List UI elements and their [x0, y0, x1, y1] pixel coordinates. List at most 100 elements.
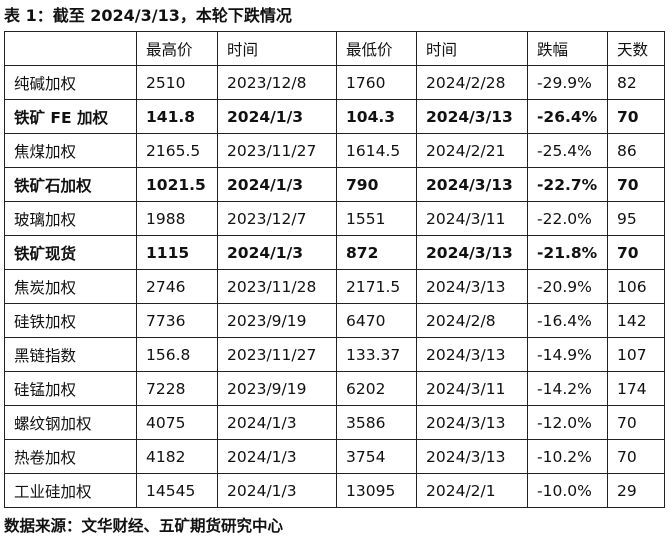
- cell-high-date: 2023/11/28: [217, 269, 337, 304]
- cell-low-date: 2024/2/21: [416, 133, 528, 168]
- cell-low: 6202: [336, 371, 417, 406]
- cell-days: 70: [607, 405, 665, 440]
- header-cell-high: 最高价: [136, 31, 218, 66]
- cell-days: 95: [607, 201, 665, 236]
- cell-name: 焦炭加权: [4, 269, 137, 304]
- cell-high: 1021.5: [136, 167, 218, 202]
- cell-high-date: 2023/11/27: [217, 337, 337, 372]
- cell-name: 工业硅加权: [4, 473, 137, 508]
- cell-drop: -26.4%: [527, 99, 608, 134]
- cell-low-date: 2024/3/13: [416, 439, 528, 474]
- cell-high: 4075: [136, 405, 218, 440]
- table-row: 焦炭加权 2746 2023/11/28 2171.5 2024/3/13 -20.9% 1…: [4, 269, 665, 304]
- cell-name: 硅锰加权: [4, 371, 137, 406]
- table-row: 焦煤加权 2165.5 2023/11/27 1614.5 2024/2/21 -25.4…: [4, 133, 665, 168]
- table-row: 硅铁加权 7736 2023/9/19 6470 2024/2/8 -16.4% 142: [4, 303, 665, 338]
- cell-days: 86: [607, 133, 665, 168]
- cell-drop: -14.2%: [527, 371, 608, 406]
- cell-low-date: 2024/2/1: [416, 473, 528, 508]
- table-row: 铁矿现货 1115 2024/1/3 872 2024/3/13 -21.8% 70: [4, 235, 665, 270]
- cell-high: 1115: [136, 235, 218, 270]
- cell-low-date: 2024/3/13: [416, 405, 528, 440]
- table-row: 热卷加权 4182 2024/1/3 3754 2024/3/13 -10.2% 70: [4, 439, 665, 474]
- cell-drop: -12.0%: [527, 405, 608, 440]
- cell-high-date: 2024/1/3: [217, 439, 337, 474]
- header-row: 最高价 时间 最低价 时间 跌幅 天数: [4, 31, 665, 66]
- header-cell-high-date: 时间: [217, 31, 337, 66]
- cell-low-date: 2024/3/13: [416, 337, 528, 372]
- cell-low: 790: [336, 167, 417, 202]
- cell-name: 玻璃加权: [4, 201, 137, 236]
- cell-low-date: 2024/3/13: [416, 167, 528, 202]
- cell-drop: -10.0%: [527, 473, 608, 508]
- header-cell-days: 天数: [607, 31, 665, 66]
- cell-days: 82: [607, 65, 665, 100]
- cell-name: 铁矿现货: [4, 235, 137, 270]
- cell-drop: -20.9%: [527, 269, 608, 304]
- header-cell-name: [4, 31, 137, 66]
- cell-high-date: 2023/12/7: [217, 201, 337, 236]
- cell-low: 133.37: [336, 337, 417, 372]
- cell-high-date: 2024/1/3: [217, 235, 337, 270]
- cell-drop: -29.9%: [527, 65, 608, 100]
- cell-days: 106: [607, 269, 665, 304]
- cell-high: 141.8: [136, 99, 218, 134]
- cell-name: 螺纹钢加权: [4, 405, 137, 440]
- cell-high: 2165.5: [136, 133, 218, 168]
- cell-high: 2746: [136, 269, 218, 304]
- cell-drop: -25.4%: [527, 133, 608, 168]
- cell-high-date: 2024/1/3: [217, 405, 337, 440]
- cell-low: 872: [336, 235, 417, 270]
- cell-low-date: 2024/3/13: [416, 269, 528, 304]
- cell-days: 29: [607, 473, 665, 508]
- cell-high-date: 2023/9/19: [217, 371, 337, 406]
- cell-days: 70: [607, 167, 665, 202]
- cell-days: 174: [607, 371, 665, 406]
- cell-high-date: 2023/11/27: [217, 133, 337, 168]
- cell-days: 70: [607, 439, 665, 474]
- cell-days: 107: [607, 337, 665, 372]
- table-row: 硅锰加权 7228 2023/9/19 6202 2024/3/11 -14.2% 174: [4, 371, 665, 406]
- cell-drop: -22.0%: [527, 201, 608, 236]
- cell-name: 硅铁加权: [4, 303, 137, 338]
- table-row: 黑链指数 156.8 2023/11/27 133.37 2024/3/13 -14.9%…: [4, 337, 665, 372]
- cell-name: 焦煤加权: [4, 133, 137, 168]
- cell-high: 2510: [136, 65, 218, 100]
- cell-high-date: 2023/9/19: [217, 303, 337, 338]
- table-row: 铁矿 FE 加权 141.8 2024/1/3 104.3 2024/3/13 -26.4…: [4, 99, 665, 134]
- cell-high-date: 2023/12/8: [217, 65, 337, 100]
- cell-low-date: 2024/3/11: [416, 201, 528, 236]
- cell-low: 3586: [336, 405, 417, 440]
- cell-days: 70: [607, 99, 665, 134]
- header-cell-drop: 跌幅: [527, 31, 608, 66]
- cell-drop: -14.9%: [527, 337, 608, 372]
- data-source-note: 数据来源：文华财经、五矿期货研究中心: [4, 517, 284, 535]
- cell-low-date: 2024/3/11: [416, 371, 528, 406]
- header-cell-low-date: 时间: [416, 31, 528, 66]
- table-row: 铁矿石加权 1021.5 2024/1/3 790 2024/3/13 -22.7% 70: [4, 167, 665, 202]
- table-row: 玻璃加权 1988 2023/12/7 1551 2024/3/11 -22.0% 95: [4, 201, 665, 236]
- table-row: 工业硅加权 14545 2024/1/3 13095 2024/2/1 -10.0% 29: [4, 473, 665, 508]
- cell-low-date: 2024/3/13: [416, 235, 528, 270]
- cell-high: 1988: [136, 201, 218, 236]
- cell-high: 7228: [136, 371, 218, 406]
- cell-high: 14545: [136, 473, 218, 508]
- header-cell-low: 最低价: [336, 31, 417, 66]
- cell-low: 1614.5: [336, 133, 417, 168]
- cell-high-date: 2024/1/3: [217, 473, 337, 508]
- cell-low-date: 2024/2/28: [416, 65, 528, 100]
- cell-name: 黑链指数: [4, 337, 137, 372]
- cell-name: 铁矿石加权: [4, 167, 137, 202]
- cell-drop: -22.7%: [527, 167, 608, 202]
- cell-days: 70: [607, 235, 665, 270]
- cell-high: 156.8: [136, 337, 218, 372]
- cell-name: 热卷加权: [4, 439, 137, 474]
- cell-low: 13095: [336, 473, 417, 508]
- cell-low: 1760: [336, 65, 417, 100]
- cell-high-date: 2024/1/3: [217, 99, 337, 134]
- cell-low-date: 2024/2/8: [416, 303, 528, 338]
- cell-low: 1551: [336, 201, 417, 236]
- cell-drop: -21.8%: [527, 235, 608, 270]
- table-title: 表 1：截至 2024/3/13，本轮下跌情况: [4, 6, 292, 25]
- cell-low: 3754: [336, 439, 417, 474]
